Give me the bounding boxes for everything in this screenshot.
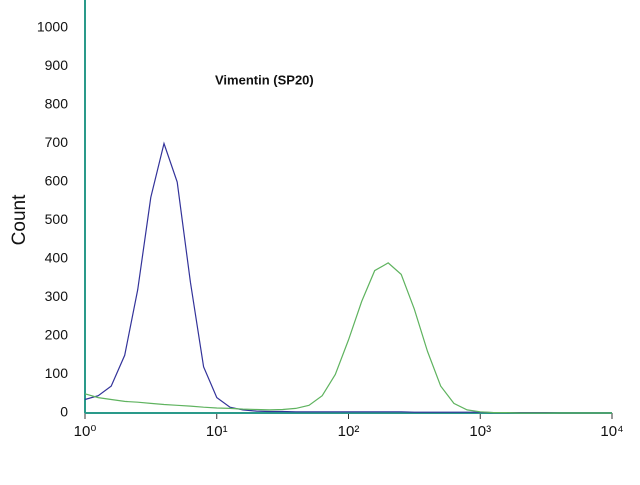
y-tick-label: 700	[45, 134, 69, 150]
y-tick-label: 400	[45, 250, 69, 266]
y-tick-label: 600	[45, 173, 69, 189]
y-tick-label: 300	[45, 288, 69, 304]
x-tick-label: 10³	[469, 423, 491, 440]
x-tick-label: 10¹	[206, 423, 228, 440]
y-tick-label: 900	[45, 57, 69, 73]
y-tick-label: 1000	[37, 19, 68, 35]
y-tick-label: 100	[45, 365, 69, 381]
x-tick-label: 10⁴	[600, 423, 623, 440]
series-line	[84, 262, 612, 414]
annotation: Vimentin (SP20)	[215, 72, 314, 87]
series-line	[84, 141, 612, 414]
y-tick-label: 800	[45, 96, 69, 112]
x-tick-label: 10⁰	[74, 423, 97, 440]
y-tick-label: 500	[45, 211, 69, 227]
x-tick-label: 10²	[338, 423, 360, 440]
y-tick-label: 200	[45, 327, 69, 343]
y-axis-label: Count	[9, 194, 30, 245]
y-tick-label: 0	[60, 404, 68, 420]
